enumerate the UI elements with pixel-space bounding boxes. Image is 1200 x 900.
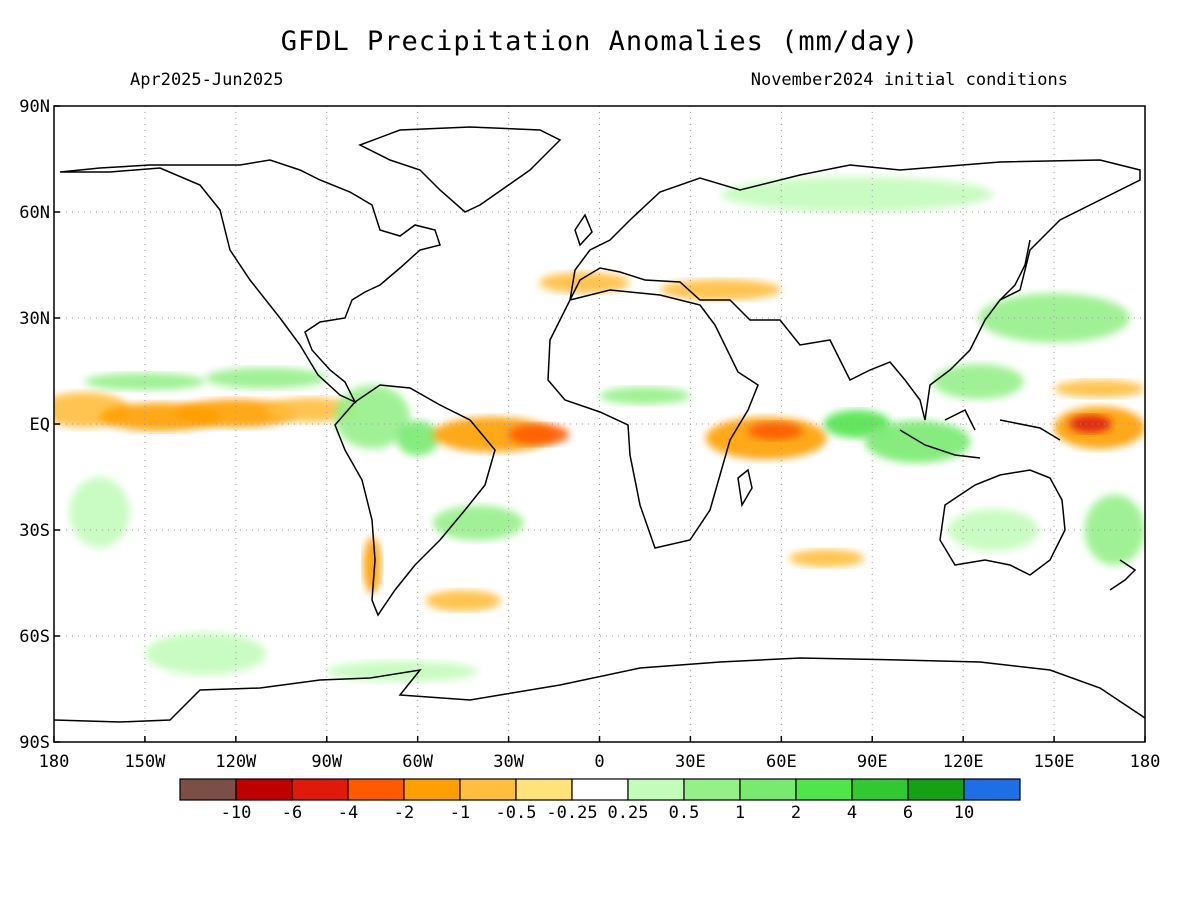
x-tick-label: 180	[39, 752, 70, 772]
x-tick-label: 90W	[311, 752, 342, 772]
coastlines	[54, 126, 1145, 723]
coastline-antarctica	[54, 657, 1145, 723]
colorbar-label: 1	[735, 803, 745, 823]
anomaly-region-11	[599, 386, 691, 405]
colorbar-swatch	[907, 778, 965, 801]
colorbar-swatch	[571, 778, 629, 801]
coastline-madagascar	[737, 468, 753, 508]
colorbar-swatch	[347, 778, 405, 801]
anomaly-region-4	[84, 372, 206, 391]
coastline-south-america	[334, 384, 496, 617]
coastline-greenland	[358, 126, 562, 213]
colorbar-label: -0.25	[546, 803, 597, 823]
colorbar-swatch	[291, 778, 349, 801]
anomaly-region-13	[747, 422, 803, 440]
anomaly-region-21	[660, 279, 782, 301]
x-tick-label: 60E	[766, 752, 797, 772]
colorbar-label: -2	[394, 803, 414, 823]
x-tick-label: 150E	[1034, 752, 1075, 772]
y-tick-label: 60N	[19, 203, 50, 223]
colorbar-label: 2	[791, 803, 801, 823]
anomaly-region-25	[144, 632, 267, 675]
y-axis-ticks: 90N 60N 30N EQ 30S 60S 90S	[19, 97, 60, 753]
coastline-australia	[939, 469, 1066, 576]
coastline-new-zealand	[1109, 559, 1137, 591]
y-tick-label: 30N	[19, 309, 50, 329]
colorbar-label: 10	[954, 803, 974, 823]
anomaly-region-5	[205, 367, 327, 389]
x-axis-ticks: 180 150W 120W 90W 60W 30W 0 30E 60E 90E 120E 150E 18…	[39, 736, 1161, 772]
colorbar-swatch	[963, 778, 1021, 801]
colorbar-swatch	[459, 778, 517, 801]
x-tick-label: 0	[594, 752, 604, 772]
anomaly-region-7	[396, 420, 439, 456]
x-tick-label: 30W	[493, 752, 524, 772]
anomaly-region-10	[432, 505, 524, 541]
colorbar-swatch	[403, 778, 461, 801]
anomaly-region-24	[69, 476, 130, 548]
y-tick-label: 60S	[19, 627, 50, 647]
colorbar-label: -10	[221, 803, 252, 823]
map-title: GFDL Precipitation Anomalies (mm/day)	[280, 26, 920, 57]
coastline-africa	[547, 289, 759, 549]
x-tick-label: 120E	[943, 752, 984, 772]
anomaly-region-29	[948, 508, 1039, 552]
colorbar-swatch	[739, 778, 797, 801]
x-tick-label: 90E	[857, 752, 888, 772]
colorbar-swatch	[627, 778, 685, 801]
anomaly-region-15	[864, 420, 971, 463]
initial-conditions: November2024 initial conditions	[750, 70, 1068, 90]
y-tick-label: 90S	[19, 733, 50, 753]
colorbar-label: 6	[903, 803, 913, 823]
colorbar-swatch	[795, 778, 853, 801]
anomaly-region-16	[932, 363, 1024, 400]
anomaly-region-9	[508, 424, 570, 446]
x-tick-label: 30E	[675, 752, 706, 772]
anomaly-region-20	[538, 272, 630, 294]
anomaly-region-26	[326, 660, 479, 682]
x-tick-label: 150W	[124, 752, 166, 772]
anomaly-region-23	[978, 293, 1130, 343]
coastline-eurasia	[569, 159, 1141, 421]
anomaly-region-19	[1054, 379, 1145, 398]
y-tick-label: EQ	[30, 415, 50, 435]
anomaly-region-2	[175, 399, 297, 428]
coastline-japan	[999, 239, 1031, 301]
colorbar-label: -6	[282, 803, 302, 823]
forecast-period: Apr2025-Jun2025	[130, 70, 284, 90]
anomaly-region-18	[1069, 415, 1112, 433]
colorbar-swatch	[235, 778, 293, 801]
colorbar-label: 0.25	[608, 803, 649, 823]
coastline-north-america	[59, 159, 441, 404]
anomaly-region-27	[363, 537, 382, 594]
graticule	[54, 106, 1145, 742]
x-tick-label: 60W	[402, 752, 433, 772]
colorbar-swatch	[683, 778, 741, 801]
colorbar: -10 -6 -4 -2 -1 -0.5 -0.25 0.25 0.5 1 2 4 6 10	[179, 778, 1021, 823]
anomaly-region-30	[1084, 494, 1145, 566]
anomaly-region-3	[266, 397, 358, 423]
colorbar-swatch	[179, 778, 237, 801]
y-tick-label: 30S	[19, 521, 50, 541]
y-tick-label: 90N	[19, 97, 50, 117]
colorbar-label: -0.5	[496, 803, 537, 823]
colorbar-label: -4	[338, 803, 358, 823]
x-tick-label: 180	[1130, 752, 1161, 772]
colorbar-label: 0.5	[669, 803, 700, 823]
colorbar-label: 4	[847, 803, 857, 823]
anomaly-region-31	[788, 549, 865, 568]
coastline-uk	[574, 213, 593, 247]
anomaly-region-22	[720, 176, 994, 212]
x-tick-label: 120W	[215, 752, 257, 772]
anomaly-region-28	[425, 590, 502, 612]
coastline-indonesia	[899, 408, 1061, 459]
colorbar-label: -1	[450, 803, 470, 823]
colorbar-swatch	[515, 778, 573, 801]
colorbar-swatch	[851, 778, 909, 801]
